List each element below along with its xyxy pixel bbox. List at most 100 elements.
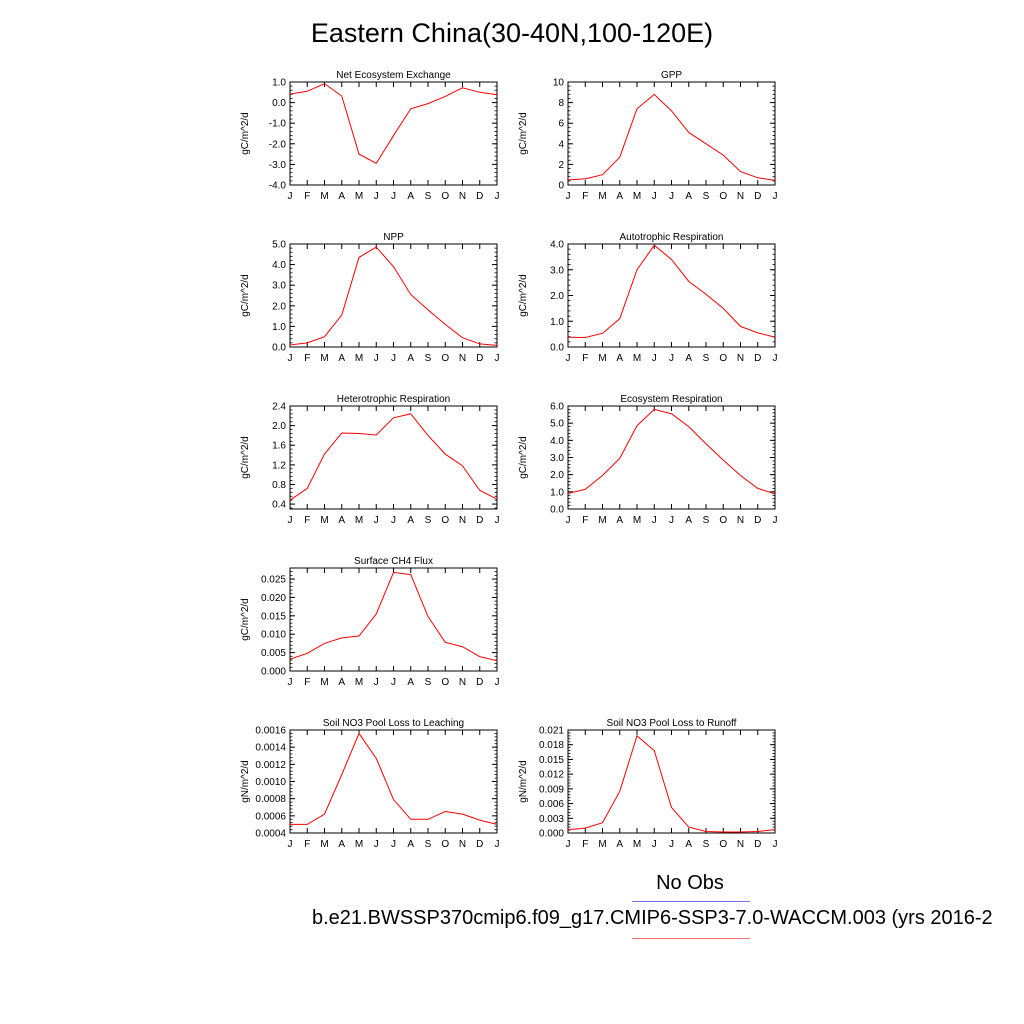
x-tick-label: O [719, 515, 727, 526]
x-tick-label: M [598, 191, 606, 202]
x-tick-label: J [391, 515, 396, 526]
legend-case-label: b.e21.BWSSP370cmip6.f09_g17.CMIP6-SSP3-7… [312, 907, 993, 929]
panel-title: Net Ecosystem Exchange [336, 70, 451, 81]
x-tick-label: F [304, 677, 310, 688]
panel-title: Soil NO3 Pool Loss to Runoff [607, 718, 737, 729]
x-tick-label: J [566, 515, 571, 526]
x-tick-label: J [669, 353, 674, 364]
x-tick-label: D [754, 353, 761, 364]
legend-case-line [632, 938, 750, 939]
x-tick-label: D [754, 839, 761, 850]
x-tick-label: J [495, 677, 500, 688]
y-tick-label: -1.0 [269, 119, 287, 130]
x-tick-label: A [685, 515, 692, 526]
x-tick-label: M [633, 515, 641, 526]
x-tick-label: M [320, 191, 328, 202]
panel-title: Ecosystem Respiration [620, 394, 722, 405]
y-tick-label: 3.0 [550, 453, 564, 464]
series-line [289, 571, 498, 662]
y-axis-label: gC/m^2/d [240, 112, 251, 155]
plot-frame [567, 81, 776, 186]
panel-title: Surface CH4 Flux [354, 556, 433, 567]
x-tick-label: F [304, 353, 310, 364]
x-tick-label: M [355, 839, 363, 850]
x-tick-label: N [737, 353, 744, 364]
y-tick-label: 0.8 [272, 480, 286, 491]
y-tick-label: 0.0008 [255, 794, 286, 805]
x-tick-label: J [566, 353, 571, 364]
x-tick-label: S [703, 839, 710, 850]
y-tick-label: 4.0 [550, 436, 564, 447]
x-tick-label: S [425, 677, 432, 688]
y-tick-label: -2.0 [269, 139, 287, 150]
x-tick-label: D [754, 191, 761, 202]
x-tick-label: J [773, 353, 778, 364]
x-tick-label: J [652, 515, 657, 526]
x-tick-label: O [441, 677, 449, 688]
y-tick-label: 5.0 [550, 419, 564, 430]
x-tick-label: A [616, 191, 623, 202]
x-tick-label: J [652, 353, 657, 364]
x-tick-label: A [338, 353, 345, 364]
x-tick-label: J [288, 839, 293, 850]
y-tick-label: 0.018 [539, 740, 564, 751]
x-tick-label: A [338, 191, 345, 202]
x-tick-label: A [685, 191, 692, 202]
y-tick-label: 0.009 [539, 784, 564, 795]
x-tick-label: D [754, 515, 761, 526]
x-tick-label: S [425, 839, 432, 850]
x-tick-label: M [355, 191, 363, 202]
x-tick-label: D [476, 839, 483, 850]
x-tick-label: F [304, 515, 310, 526]
panel-title: Autotrophic Respiration [620, 232, 724, 243]
series-line [567, 408, 776, 495]
y-tick-label: 0.0010 [255, 777, 286, 788]
x-tick-label: A [616, 353, 623, 364]
x-tick-label: M [355, 515, 363, 526]
x-tick-label: M [633, 839, 641, 850]
x-tick-label: F [582, 515, 588, 526]
x-tick-label: J [495, 515, 500, 526]
x-tick-label: J [374, 191, 379, 202]
x-tick-label: S [425, 515, 432, 526]
y-tick-label: 0.003 [539, 814, 564, 825]
y-tick-label: 6 [558, 119, 564, 130]
x-tick-label: M [598, 515, 606, 526]
x-tick-label: J [495, 839, 500, 850]
x-tick-label: J [288, 353, 293, 364]
series-line [289, 413, 498, 501]
x-tick-label: S [703, 515, 710, 526]
y-tick-label: 1.0 [550, 317, 564, 328]
y-axis-label: gC/m^2/d [518, 112, 529, 155]
y-tick-label: 1.0 [272, 322, 286, 333]
y-tick-label: 1.0 [272, 78, 286, 89]
x-tick-label: J [391, 839, 396, 850]
y-tick-label: 0.012 [539, 770, 564, 781]
legend-obs-label: No Obs [656, 872, 724, 894]
x-tick-label: M [320, 677, 328, 688]
x-tick-label: F [582, 191, 588, 202]
x-tick-label: J [374, 515, 379, 526]
y-tick-label: 0.000 [261, 667, 286, 678]
x-tick-label: M [598, 353, 606, 364]
x-tick-label: M [320, 353, 328, 364]
y-axis-label: gC/m^2/d [518, 274, 529, 317]
x-tick-label: A [407, 191, 414, 202]
y-tick-label: 2 [558, 160, 564, 171]
y-tick-label: 0.0 [272, 343, 286, 354]
x-tick-label: F [582, 353, 588, 364]
page-title: Eastern China(30-40N,100-120E) [310, 18, 714, 48]
panel-title: Soil NO3 Pool Loss to Leaching [323, 718, 464, 729]
y-tick-label: 0.015 [539, 755, 564, 766]
x-tick-label: M [633, 191, 641, 202]
y-tick-label: 0.0014 [255, 743, 286, 754]
panel-title: Heterotrophic Respiration [337, 394, 450, 405]
series-line [567, 93, 776, 181]
x-tick-label: J [495, 191, 500, 202]
x-tick-label: J [391, 353, 396, 364]
